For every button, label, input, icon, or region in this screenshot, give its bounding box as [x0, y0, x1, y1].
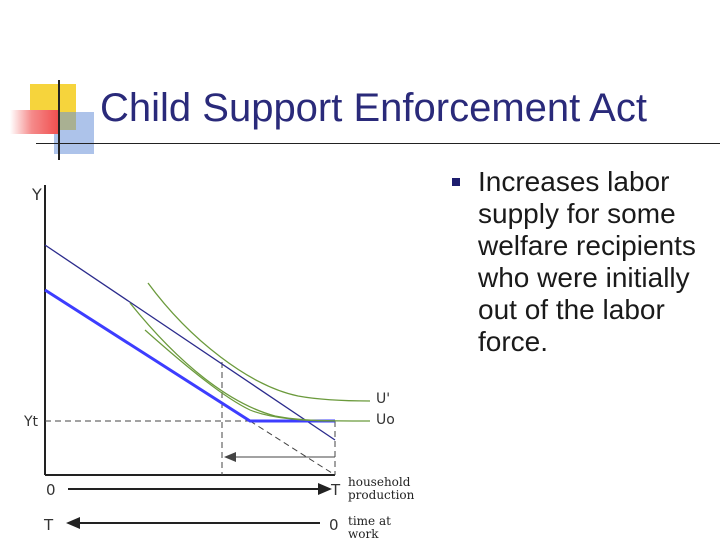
decor-square-red	[10, 110, 58, 134]
indifference-curve-lower	[144, 329, 336, 422]
time-at-work-label-2: work	[348, 527, 379, 540]
budget-extension-dashed	[249, 420, 336, 476]
decor-horizontal-rule	[36, 143, 720, 144]
shift-arrow-head	[224, 452, 236, 462]
indifference-curve-u-zero	[129, 302, 371, 422]
household-label-2: production	[348, 488, 415, 502]
slide-title: Child Support Enforcement Act	[100, 86, 647, 130]
decor-vertical-rule	[58, 80, 60, 160]
u-zero-label: Uo	[376, 412, 395, 428]
household-label-1: household	[348, 475, 411, 489]
budget-line-upper	[44, 244, 336, 441]
decor-square-blue	[54, 112, 94, 154]
indifference-curve-u-prime	[147, 282, 371, 402]
work-arrow-head	[66, 517, 80, 529]
t-top-label: T	[330, 481, 341, 499]
bullet-text: Increases labor supply for some welfare …	[478, 166, 696, 357]
household-arrow-head	[318, 483, 332, 495]
origin-bottom-label: 0	[329, 516, 339, 534]
budget-line-lower	[44, 288, 335, 423]
u-prime-label: U'	[376, 391, 390, 407]
bullet-marker	[452, 178, 460, 186]
y-axis-label: Y	[31, 185, 42, 204]
time-at-work-label-1: time at	[348, 514, 391, 528]
t-bottom-label: T	[43, 516, 54, 534]
yt-label: Yt	[23, 414, 39, 430]
origin-top-label: 0	[46, 481, 56, 499]
